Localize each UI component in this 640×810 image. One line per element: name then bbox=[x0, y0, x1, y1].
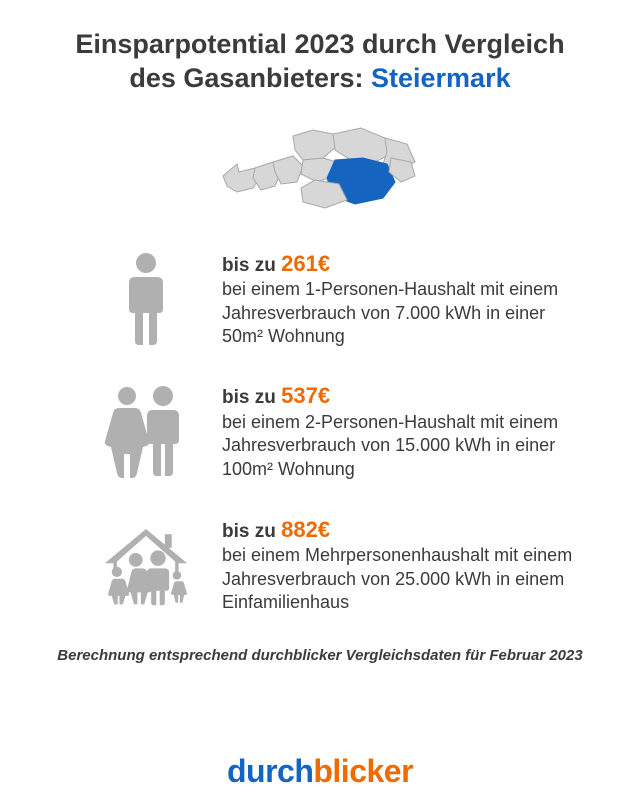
description: bei einem Mehrpersonenhaushalt mit einem… bbox=[222, 544, 580, 614]
family-house-icon bbox=[98, 515, 194, 615]
durchblicker-logo: durchblicker bbox=[227, 725, 413, 790]
amount: 537€ bbox=[281, 383, 330, 408]
description: bei einem 2-Personen-Haushalt mit einem … bbox=[222, 411, 580, 481]
title-line1: Einsparpotential 2023 durch Vergleich bbox=[75, 29, 564, 59]
savings-text-family: bis zu 882€ bei einem Mehrpersonenhausha… bbox=[222, 516, 580, 615]
savings-row-couple: bis zu 537€ bei einem 2-Personen-Haushal… bbox=[98, 382, 580, 481]
austria-map bbox=[215, 114, 425, 224]
prefix: bis zu bbox=[222, 521, 281, 542]
logo-part1: durch bbox=[227, 753, 313, 789]
description: bei einem 1-Personen-Haushalt mit einem … bbox=[222, 278, 580, 348]
amount: 261€ bbox=[281, 251, 330, 276]
disclaimer-text: Berechnung entsprechend durchblicker Ver… bbox=[57, 647, 582, 664]
savings-row-single: bis zu 261€ bei einem 1-Personen-Haushal… bbox=[98, 250, 580, 349]
map-icon bbox=[215, 114, 425, 219]
page-title: Einsparpotential 2023 durch Vergleich de… bbox=[75, 28, 564, 96]
couple-icon bbox=[98, 384, 194, 480]
savings-text-couple: bis zu 537€ bei einem 2-Personen-Haushal… bbox=[222, 382, 580, 481]
savings-row-family: bis zu 882€ bei einem Mehrpersonenhausha… bbox=[98, 515, 580, 615]
prefix: bis zu bbox=[222, 255, 281, 276]
amount: 882€ bbox=[281, 517, 330, 542]
single-person-icon bbox=[98, 251, 194, 347]
title-region: Steiermark bbox=[371, 63, 511, 93]
savings-list: bis zu 261€ bei einem 1-Personen-Haushal… bbox=[40, 250, 600, 616]
title-line2-prefix: des Gasanbieters: bbox=[129, 63, 371, 93]
prefix: bis zu bbox=[222, 387, 281, 408]
logo-part2: blicker bbox=[313, 753, 413, 789]
savings-text-single: bis zu 261€ bei einem 1-Personen-Haushal… bbox=[222, 250, 580, 349]
